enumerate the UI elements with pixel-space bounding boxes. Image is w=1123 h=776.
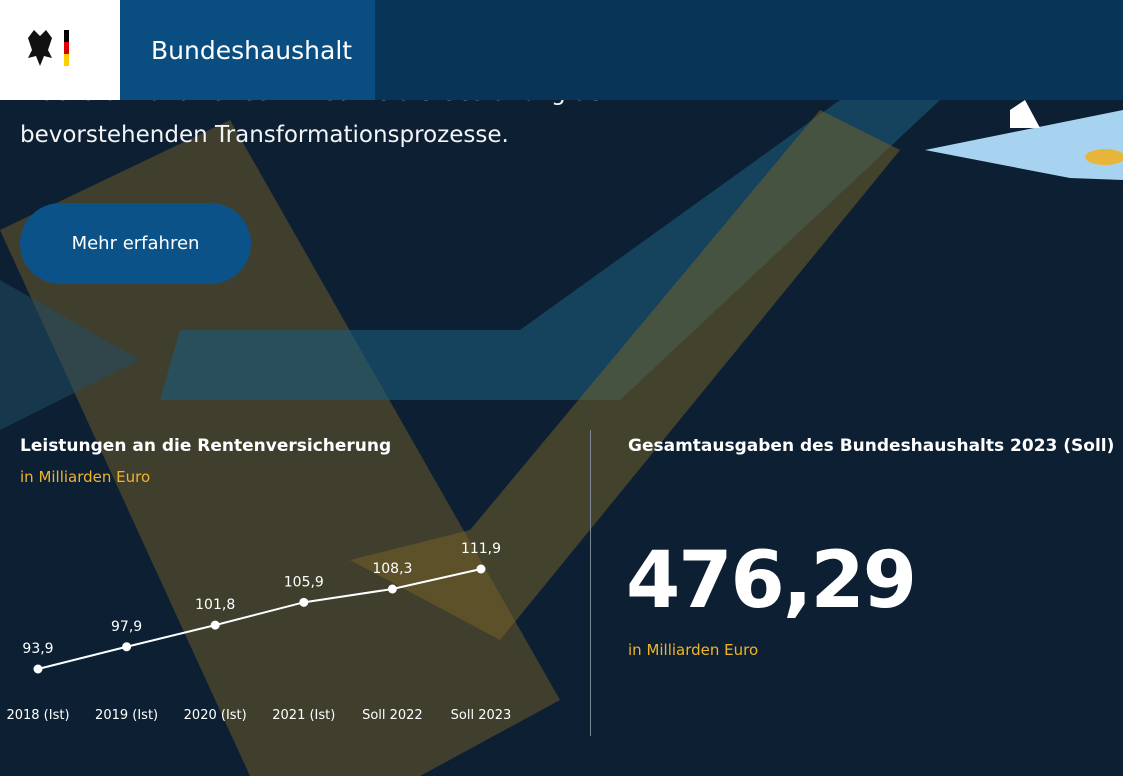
data-point bbox=[299, 597, 309, 607]
x-tick-label: Soll 2023 bbox=[451, 708, 512, 723]
value-label: 93,9 bbox=[22, 641, 53, 657]
logo bbox=[0, 0, 120, 100]
value-label: 101,8 bbox=[195, 597, 235, 613]
x-tick-label: 2020 (Ist) bbox=[184, 708, 247, 723]
x-tick-label: Soll 2022 bbox=[362, 708, 423, 723]
chart-subtitle: in Milliarden Euro bbox=[20, 468, 151, 486]
value-label: 111,9 bbox=[461, 541, 501, 557]
value-label: 105,9 bbox=[284, 574, 324, 590]
header: Bundeshaushalt bbox=[0, 0, 1123, 100]
more-button[interactable]: Mehr erfahren bbox=[20, 203, 251, 284]
value-label: 97,9 bbox=[111, 619, 142, 635]
data-line bbox=[37, 568, 482, 670]
site-title[interactable]: Bundeshaushalt bbox=[120, 0, 375, 100]
x-tick-label: 2018 (Ist) bbox=[6, 708, 69, 723]
data-point bbox=[210, 620, 220, 630]
hero-text: bevorstehenden Transformationsprozesse. bbox=[20, 122, 509, 148]
chart-title: Leistungen an die Rentenversicherung bbox=[20, 436, 392, 456]
x-tick-label: 2021 (Ist) bbox=[272, 708, 335, 723]
eagle-flag bbox=[28, 30, 69, 66]
divider bbox=[590, 430, 591, 736]
stat-unit: in Milliarden Euro bbox=[628, 641, 759, 659]
stat-title: Gesamtausgaben des Bundeshaushalts 2023 … bbox=[628, 436, 1115, 456]
data-point bbox=[476, 564, 486, 574]
data-point bbox=[387, 584, 397, 594]
value-label: 108,3 bbox=[372, 561, 412, 577]
data-point bbox=[33, 664, 43, 674]
stat-value: 476,29 bbox=[626, 536, 917, 626]
data-point bbox=[122, 642, 132, 652]
line-chart: 93,9 2018 (Ist) 97,9 2019 (Ist) 101,8 2020 (I… bbox=[6, 541, 512, 723]
x-tick-label: 2019 (Ist) bbox=[95, 708, 158, 723]
